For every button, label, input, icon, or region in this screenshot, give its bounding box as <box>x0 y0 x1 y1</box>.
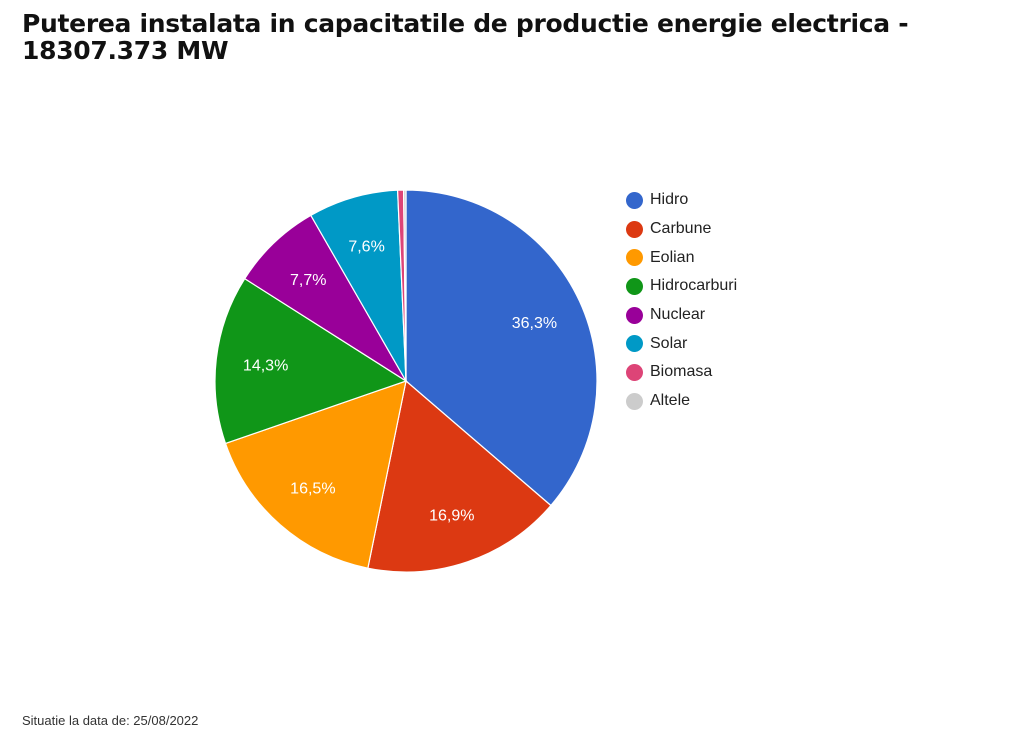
legend-swatch <box>626 363 643 381</box>
legend-swatch <box>626 191 643 209</box>
legend-label: Biomasa <box>650 363 713 381</box>
legend: Hidro Carbune Eolian Hidrocarburi Nuclear Sol… <box>626 186 737 416</box>
legend-item-biomasa[interactable]: Biomasa <box>626 358 737 387</box>
slice-label: 16,9% <box>429 508 474 525</box>
slice-label: 14,3% <box>243 358 288 375</box>
legend-label: Hidro <box>650 191 689 209</box>
pie-slice-altele[interactable] <box>402 189 407 382</box>
pie-slice-eolian[interactable] <box>224 380 407 569</box>
legend-swatch <box>626 220 643 238</box>
slice-label: 7,7% <box>290 272 326 289</box>
legend-item-hidro[interactable]: Hidro <box>626 186 737 215</box>
slice-label: 7,6% <box>348 238 384 255</box>
legend-swatch <box>626 277 643 295</box>
pie-slice-nuclear[interactable] <box>243 214 407 382</box>
legend-swatch <box>626 306 643 324</box>
legend-item-carbune[interactable]: Carbune <box>626 215 737 244</box>
legend-item-eolian[interactable]: Eolian <box>626 243 737 272</box>
legend-item-nuclear[interactable]: Nuclear <box>626 301 737 330</box>
slice-label: 16,5% <box>290 480 335 497</box>
footer-date: Situatie la data de: 25/08/2022 <box>22 713 199 728</box>
legend-item-hidrocarburi[interactable]: Hidrocarburi <box>626 272 737 301</box>
legend-item-altele[interactable]: Altele <box>626 387 737 416</box>
pie-slice-hidrocarburi[interactable] <box>214 277 408 445</box>
legend-label: Nuclear <box>650 306 706 324</box>
legend-label: Eolian <box>650 248 695 266</box>
legend-item-solar[interactable]: Solar <box>626 329 737 358</box>
legend-label: Hidrocarburi <box>650 277 738 295</box>
legend-label: Solar <box>650 334 688 352</box>
chart-title: Puterea instalata in capacitatile de pro… <box>22 9 909 65</box>
pie-slice-hidro[interactable] <box>405 189 598 507</box>
legend-swatch <box>626 249 643 267</box>
legend-label: Altele <box>650 392 691 410</box>
slice-label: 36,3% <box>512 315 557 332</box>
legend-label: Carbune <box>650 220 712 238</box>
pie-slice-carbune[interactable] <box>367 379 552 573</box>
legend-swatch <box>626 335 643 353</box>
legend-swatch <box>626 392 643 410</box>
